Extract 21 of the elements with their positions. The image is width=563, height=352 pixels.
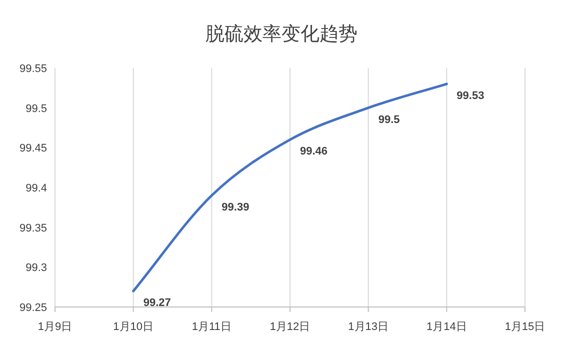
y-tick-label: 99.3: [26, 262, 47, 274]
x-tick-label: 1月13日: [348, 321, 389, 333]
y-tick-label: 99.45: [19, 142, 47, 155]
x-tick-label: 1月12日: [270, 321, 310, 333]
y-tick-label: 99.35: [19, 222, 47, 234]
x-tick-label: 1月11日: [192, 321, 232, 333]
data-label: 99.27: [143, 297, 171, 310]
data-label: 99.46: [300, 146, 328, 158]
x-tick-label: 1月9日: [38, 321, 72, 333]
y-tick-label: 99.5: [26, 102, 47, 115]
line-series: [132, 82, 448, 292]
x-tick-label: 1月10日: [113, 321, 154, 333]
y-tick-label: 99.25: [19, 302, 47, 314]
y-tick-label: 99.55: [19, 63, 47, 75]
y-tick-label: 99.4: [26, 182, 47, 194]
data-label: 99.5: [378, 114, 400, 126]
x-tick-label: 1月14日: [426, 321, 467, 333]
data-label: 99.39: [222, 201, 250, 214]
chart-title: 脱硫效率变化趋势: [206, 23, 358, 45]
x-tick-label: 1月15日: [504, 321, 546, 333]
data-label: 99.53: [456, 90, 484, 102]
